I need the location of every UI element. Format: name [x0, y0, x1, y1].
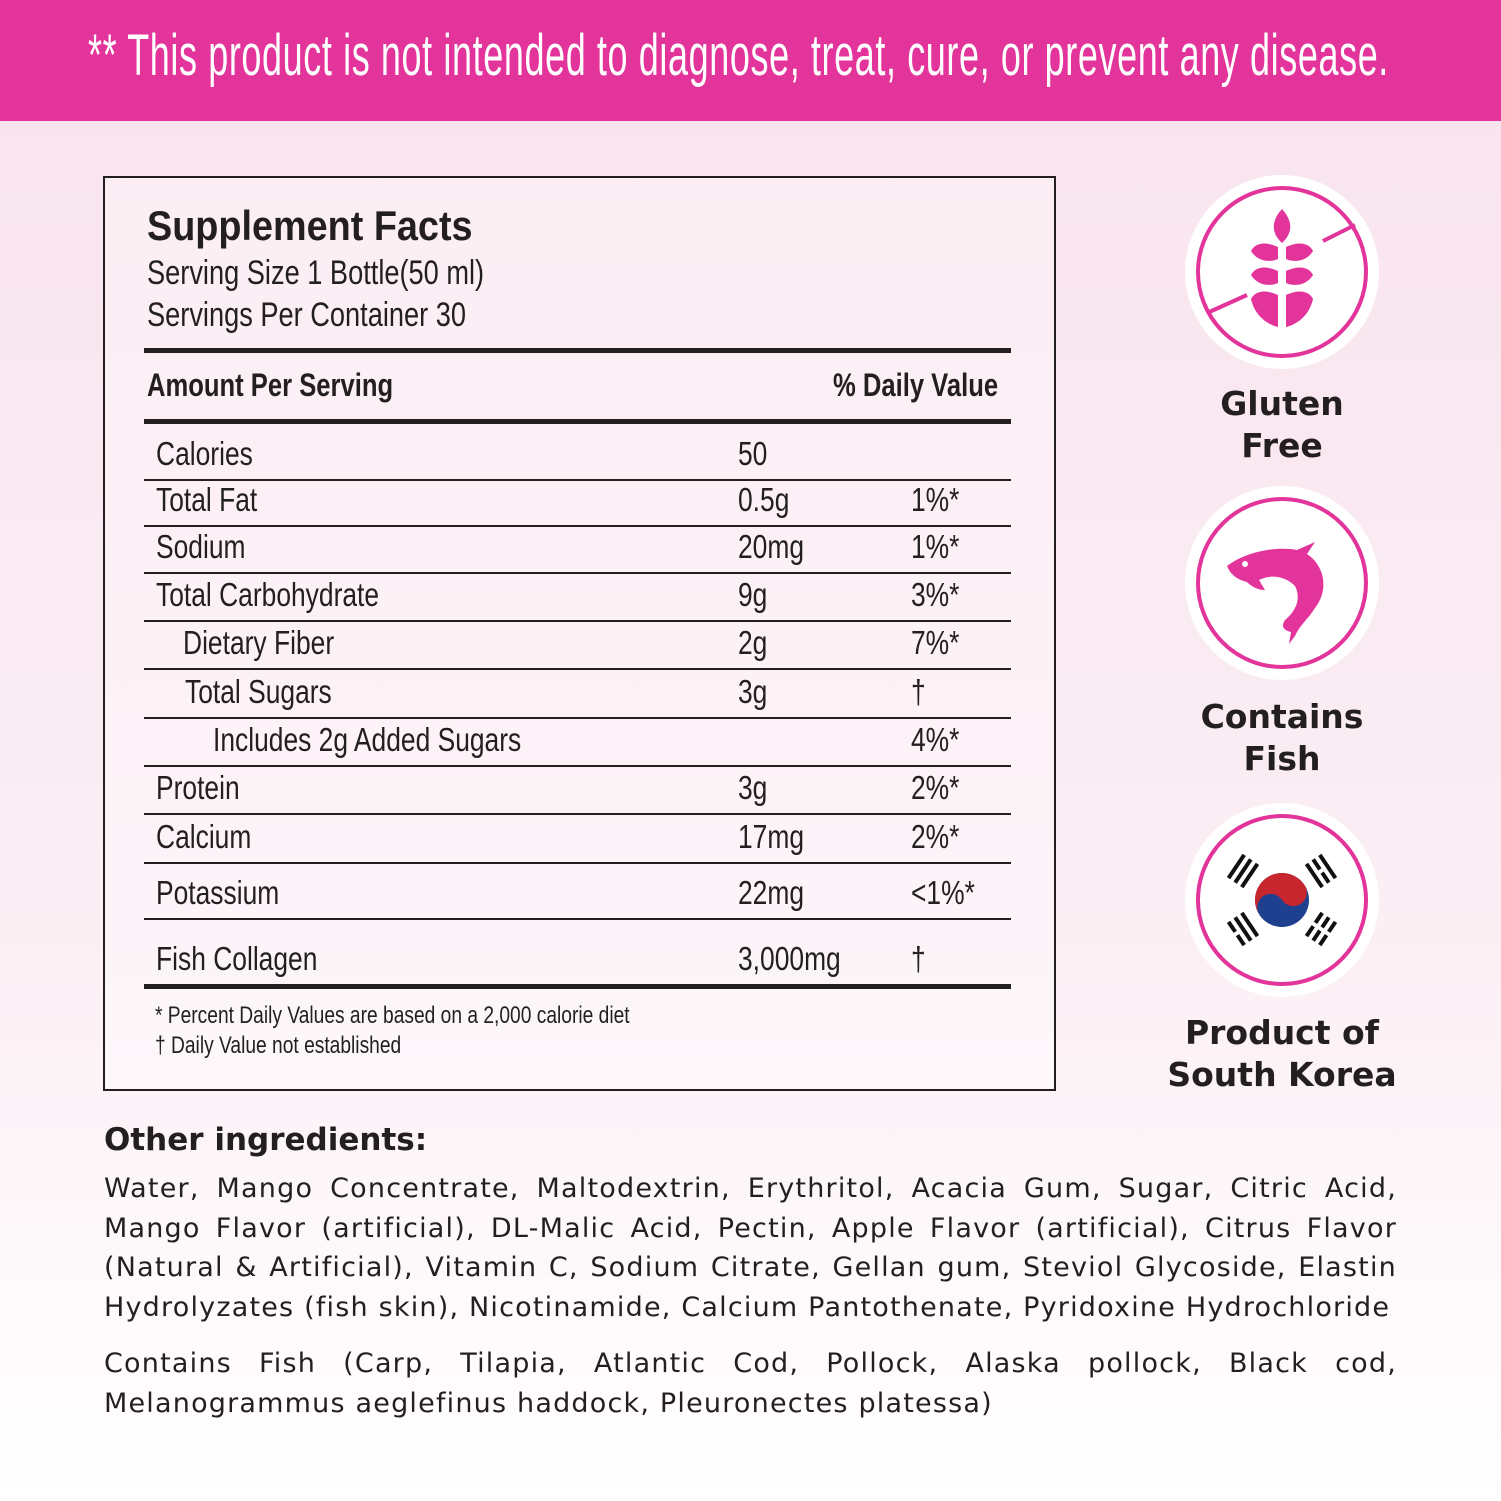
nutrient-daily-value: 4%*: [911, 721, 960, 758]
badge-label: Free: [1241, 426, 1323, 465]
nutrient-name: Fish Collagen: [156, 940, 318, 977]
nutrient-daily-value: <1%*: [911, 874, 975, 911]
nutrient-daily-value: 1%*: [911, 528, 960, 565]
nutrient-daily-value: †: [911, 940, 926, 977]
fish-icon: [1185, 486, 1379, 680]
supplement-facts-panel: Supplement Facts Serving Size 1 Bottle(5…: [103, 176, 1056, 1091]
divider: [144, 419, 1011, 424]
disclaimer-banner: ** This product is not intended to diagn…: [0, 0, 1501, 121]
nutrient-row: Protein 3g 2%*: [144, 765, 1011, 813]
row-divider: [144, 620, 1011, 622]
nutrient-name: Sodium: [156, 528, 246, 565]
nutrient-amount: 2g: [738, 624, 768, 661]
nutrient-amount: 17mg: [738, 818, 805, 855]
nutrient-amount: 50: [738, 435, 768, 472]
nutrient-name: Dietary Fiber: [183, 624, 335, 661]
divider: [144, 348, 1011, 353]
nutrient-name: Includes 2g Added Sugars: [213, 721, 522, 758]
nutrient-row: Dietary Fiber 2g 7%*: [144, 620, 1011, 668]
row-divider: [144, 717, 1011, 719]
badge-label: Contains: [1200, 697, 1364, 736]
badge-label: Fish: [1243, 739, 1321, 778]
footnote-daily-values: * Percent Daily Values are based on a 2,…: [155, 1002, 630, 1029]
nutrient-amount: 0.5g: [738, 481, 790, 518]
nutrient-name: Calories: [156, 435, 253, 472]
badge-label: Gluten: [1220, 384, 1344, 423]
ingredients-heading: Other ingredients:: [104, 1122, 428, 1158]
korea-flag-icon: [1185, 803, 1379, 997]
amount-header: Amount Per Serving: [147, 367, 394, 403]
badge-label: South Korea: [1167, 1055, 1397, 1094]
row-divider: [144, 765, 1011, 767]
row-divider: [144, 525, 1011, 527]
nutrient-name: Protein: [156, 769, 240, 806]
nutrient-row: Total Carbohydrate 9g 3%*: [144, 572, 1011, 620]
row-divider: [144, 918, 1011, 920]
nutrient-daily-value: 1%*: [911, 481, 960, 518]
serving-size: Serving Size 1 Bottle(50 ml): [147, 254, 485, 292]
nutrient-name: Total Sugars: [185, 673, 332, 710]
nutrient-amount: 3,000mg: [738, 940, 841, 977]
row-divider: [144, 479, 1011, 481]
nutrient-row: Calories 50: [144, 424, 1011, 479]
nutrient-name: Calcium: [156, 818, 252, 855]
nutrient-daily-value: 2%*: [911, 818, 960, 855]
nutrient-row: Includes 2g Added Sugars 4%*: [144, 717, 1011, 765]
nutrient-row: Fish Collagen 3,000mg †: [144, 918, 1011, 984]
nutrient-amount: 3g: [738, 769, 768, 806]
nutrient-row: Potassium 22mg <1%*: [144, 862, 1011, 918]
row-divider: [144, 668, 1011, 670]
facts-title: Supplement Facts: [147, 202, 473, 249]
footnote-not-established: † Daily Value not established: [155, 1032, 402, 1059]
nutrient-amount: 22mg: [738, 874, 805, 911]
daily-value-header: % Daily Value: [833, 367, 999, 403]
nutrient-row: Total Sugars 3g †: [144, 668, 1011, 717]
nutrient-name: Total Fat: [156, 481, 258, 518]
nutrient-amount: 3g: [738, 673, 768, 710]
nutrient-row: Sodium 20mg 1%*: [144, 525, 1011, 572]
gluten-free-icon: [1185, 175, 1379, 369]
divider: [144, 984, 1011, 989]
nutrient-row: Calcium 17mg 2%*: [144, 813, 1011, 862]
nutrient-name: Potassium: [156, 874, 280, 911]
nutrient-amount: 9g: [738, 576, 768, 613]
nutrient-daily-value: 2%*: [911, 769, 960, 806]
row-divider: [144, 813, 1011, 815]
ingredients-list: Water, Mango Concentrate, Maltodextrin, …: [104, 1173, 1397, 1323]
nutrient-daily-value: 7%*: [911, 624, 960, 661]
disclaimer-text: ** This product is not intended to diagn…: [88, 23, 1389, 88]
fish-allergen-statement: Contains Fish (Carp, Tilapia, Atlantic C…: [104, 1348, 1397, 1419]
nutrient-row: Total Fat 0.5g 1%*: [144, 479, 1011, 525]
nutrient-name: Total Carbohydrate: [156, 576, 380, 613]
nutrient-daily-value: †: [911, 673, 926, 710]
nutrient-daily-value: 3%*: [911, 576, 960, 613]
nutrient-amount: 20mg: [738, 528, 805, 565]
servings-per-container: Servings Per Container 30: [147, 296, 467, 334]
row-divider: [144, 572, 1011, 574]
badge-label: Product of: [1184, 1013, 1380, 1052]
row-divider: [144, 862, 1011, 864]
